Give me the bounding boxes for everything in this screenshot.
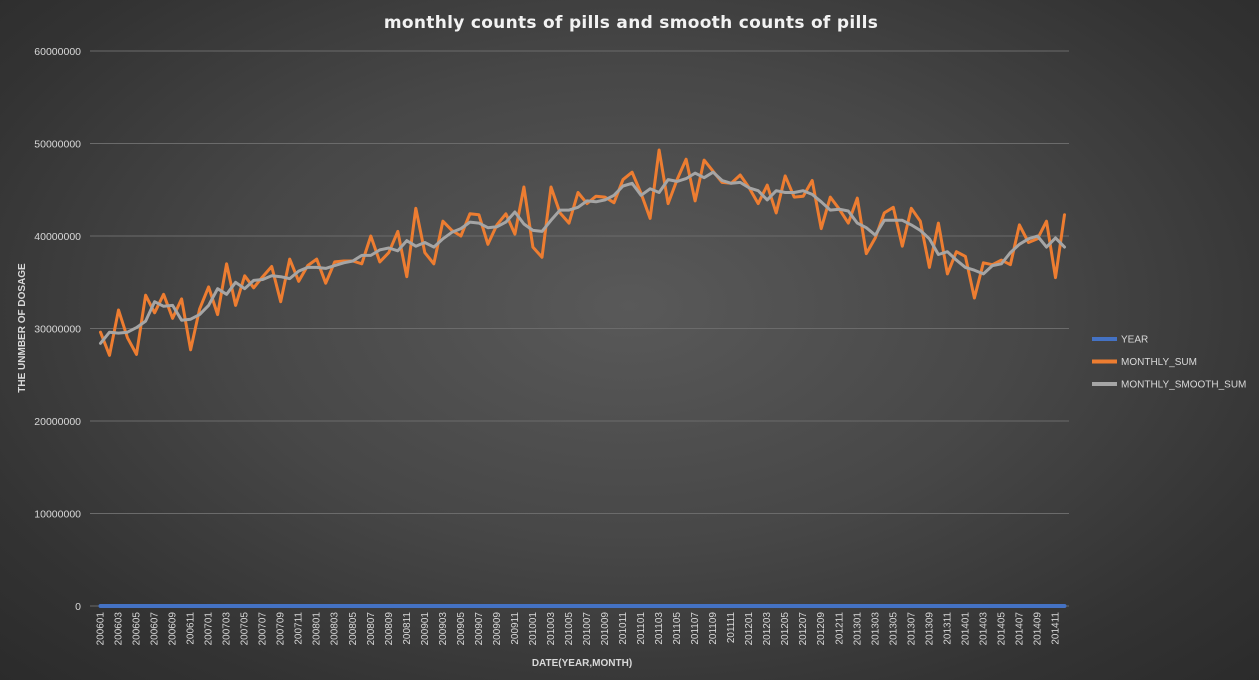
y-tick-label: 10000000: [34, 509, 81, 521]
x-tick-label: 200609: [168, 612, 179, 646]
x-tick-label: 200805: [348, 612, 359, 646]
y-axis-label: THE UNMBER OF DOSAGE: [17, 263, 28, 393]
x-tick-label: 200705: [240, 612, 251, 646]
x-tick-label: 201003: [546, 612, 557, 646]
x-tick-label: 200709: [276, 612, 287, 646]
x-tick-label: 201205: [780, 612, 791, 646]
x-tick-label: 201011: [618, 612, 629, 645]
x-tick-label: 200601: [96, 612, 107, 646]
x-tick-label: 201005: [564, 612, 575, 646]
y-tick-label: 40000000: [34, 231, 81, 243]
x-tick-label: 200707: [258, 612, 269, 646]
x-tick-label: 201211: [834, 612, 845, 645]
legend-label: MONTHLY_SUM: [1121, 357, 1197, 368]
y-axis-ticks: 0 10000000 20000000 30000000 40000000 5000000…: [34, 46, 81, 613]
gridlines: [90, 50, 1069, 607]
series-line-monthly-smooth-sum: [99, 170, 1066, 345]
y-tick-label: 0: [75, 601, 81, 613]
x-tick-label: 201303: [870, 612, 881, 646]
x-tick-label: 201411: [1050, 612, 1061, 645]
x-tick-label: 200603: [114, 612, 125, 646]
x-tick-label: 201403: [978, 612, 989, 646]
x-tick-label: 201009: [600, 612, 611, 646]
y-tick-label: 50000000: [34, 139, 81, 151]
x-tick-label: 201111: [726, 612, 737, 644]
legend-label: MONTHLY_SMOOTH_SUM: [1121, 380, 1246, 391]
x-tick-label: 201109: [708, 612, 719, 645]
series-line-monthly-sum: [99, 148, 1066, 357]
x-tick-label: 201001: [528, 612, 539, 646]
x-tick-label: 200701: [204, 612, 215, 646]
x-tick-label: 200905: [456, 612, 467, 646]
x-tick-label: 201201: [744, 612, 755, 646]
series-lines: [98, 148, 1067, 608]
y-tick-label: 30000000: [34, 324, 81, 336]
x-tick-label: 201407: [1014, 612, 1025, 646]
x-tick-label: 200811: [402, 612, 413, 645]
x-tick-label: 201203: [762, 612, 773, 646]
y-tick-label: 20000000: [34, 416, 81, 428]
x-tick-label: 200911: [510, 612, 521, 645]
x-tick-label: 200907: [474, 612, 485, 646]
x-tick-label: 201409: [1032, 612, 1043, 646]
x-tick-label: 201107: [690, 612, 701, 645]
x-tick-label: 200903: [438, 612, 449, 646]
x-tick-label: 201103: [654, 612, 665, 645]
x-tick-label: 201307: [906, 612, 917, 646]
x-tick-label: 201305: [888, 612, 899, 646]
x-tick-label: 200611: [186, 612, 197, 645]
legend-label: YEAR: [1121, 335, 1148, 346]
x-tick-label: 201301: [852, 612, 863, 646]
x-tick-label: 200607: [150, 612, 161, 646]
legend: YEAR MONTHLY_SUM MONTHLY_SMOOTH_SUM: [1092, 335, 1246, 391]
x-tick-label: 201101: [636, 612, 647, 645]
x-tick-label: 200711: [294, 612, 305, 645]
x-tick-label: 201309: [924, 612, 935, 646]
x-tick-label: 201311: [942, 612, 953, 645]
x-tick-label: 201405: [996, 612, 1007, 646]
x-tick-label: 201207: [798, 612, 809, 646]
x-axis-ticks: 200601 200603 200605 200607 200609 200611 2007…: [96, 612, 1062, 646]
chart-title: monthly counts of pills and smooth count…: [384, 13, 878, 33]
x-tick-label: 200803: [330, 612, 341, 646]
x-tick-label: 200605: [132, 612, 143, 646]
x-tick-label: 200909: [492, 612, 503, 646]
x-axis-label: DATE(YEAR,MONTH): [532, 658, 632, 669]
x-tick-label: 200801: [312, 612, 323, 646]
y-tick-label: 60000000: [34, 46, 81, 58]
x-tick-label: 201007: [582, 612, 593, 646]
x-tick-label: 200901: [420, 612, 431, 646]
x-tick-label: 201209: [816, 612, 827, 646]
x-tick-label: 201401: [960, 612, 971, 646]
x-tick-label: 200807: [366, 612, 377, 646]
x-tick-label: 201105: [672, 612, 683, 645]
x-tick-label: 200809: [384, 612, 395, 646]
x-tick-label: 200703: [222, 612, 233, 646]
